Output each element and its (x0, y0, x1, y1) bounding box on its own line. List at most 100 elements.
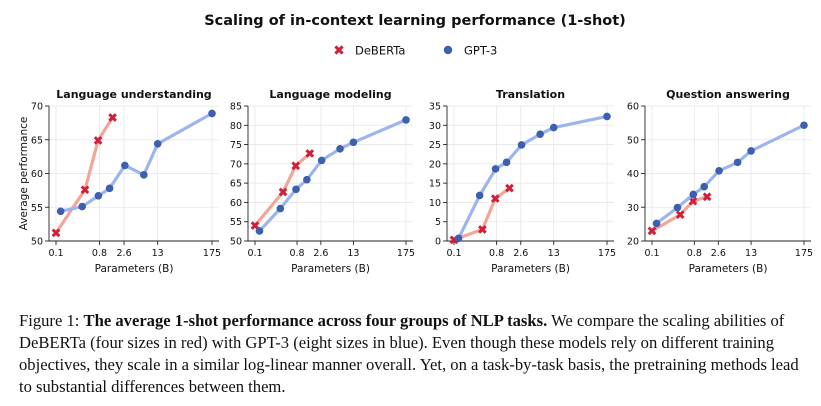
subplot-translation: 0 5 10 15 20 25 30 35 0.1 0.8 2.6 13 175 Translation P… (429, 88, 616, 275)
subplot-question-answering-series-deberta-point-1-stroke-b (675, 210, 685, 220)
subplot-question-answering-xtick-label-2: 2.6 (711, 248, 726, 259)
legend-item-deberta-marker (334, 45, 344, 55)
subplot-language-modeling-series-gpt-3-line (257, 118, 408, 233)
subplot-language-modeling-ytick-label-6: 80 (230, 121, 242, 132)
subplot-language-understanding-ylabel: Average performance (18, 117, 30, 231)
subplot-question-answering-series-gpt-3-point-4 (715, 167, 723, 175)
subplot-language-understanding-series-gpt-3-point-3 (105, 184, 114, 193)
subplot-language-modeling-series-gpt-3-point-0 (255, 227, 264, 235)
subplot-language-understanding-ytick-label-4: 70 (31, 102, 43, 113)
subplot-translation-xtick-label-3: 13 (548, 248, 560, 259)
subplot-question-answering-ytick-label-1: 30 (627, 203, 639, 214)
subplot-language-modeling-ytick-label-3: 65 (230, 179, 242, 190)
subplot-translation-series-gpt-3-point-0 (454, 234, 463, 243)
subplot-question-answering-xtick-label-1: 0.8 (687, 248, 702, 259)
subplot-question-answering-xtick-label-0: 0.1 (644, 248, 659, 259)
subplot-language-understanding-ytick-label-2: 60 (31, 169, 43, 180)
subplot-language-modeling-ytick-label-1: 55 (230, 217, 242, 228)
subplot-language-modeling-series-deberta-point-2 (291, 161, 301, 171)
subplot-question-answering-series-gpt-3-point-7 (800, 121, 808, 130)
subplot-language-understanding-series-deberta-point-0-stroke-b (51, 228, 61, 238)
subplot-translation-xlabel: Parameters (B) (491, 263, 570, 275)
subplot-language-modeling-series-deberta-point-1 (278, 187, 288, 197)
subplot-translation-ytick-label-6: 30 (429, 121, 441, 132)
subplot-language-understanding-series-gpt-3-point-7 (208, 109, 216, 118)
subplot-translation-series-gpt-3-point-2 (491, 165, 500, 173)
subplot-translation-series-deberta-point-2 (490, 194, 500, 203)
caption-text: We compare the scaling abilities of DeBE… (19, 311, 799, 396)
subplot-language-modeling-series-deberta-line (253, 151, 312, 228)
subplot-language-understanding-ytick-label-0: 50 (31, 237, 43, 248)
subplot-translation-series-deberta-point-2-stroke-b (490, 194, 500, 203)
subplot-question-answering: 20 30 40 50 60 0.1 0.8 2.6 13 175 Question answeri… (627, 88, 813, 275)
subplot-language-understanding-series-gpt-3-point-2 (94, 191, 103, 200)
subplot-language-modeling-ytick-label-0: 50 (230, 237, 242, 248)
figure-title: Scaling of in-context learning performan… (204, 13, 626, 29)
subplot-question-answering-series-deberta-point-3 (702, 192, 712, 202)
subplot-language-understanding-series-deberta-line (54, 115, 115, 235)
subplot-language-modeling-series-gpt-3-point-7 (402, 116, 410, 124)
subplot-language-understanding-xtick-label-0: 0.1 (48, 248, 63, 259)
subplot-translation-xtick-label-4: 175 (598, 248, 616, 259)
subplot-language-modeling-xtick-label-3: 13 (347, 248, 359, 259)
subplot-language-understanding-series-gpt-3-point-0 (56, 207, 65, 216)
subplot-question-answering-ytick-label-3: 50 (627, 135, 639, 146)
subplot-language-understanding-title: Language understanding (56, 88, 211, 101)
subplot-question-answering-series-deberta-point-0 (647, 226, 657, 236)
subplot-language-understanding-xtick-label-4: 175 (203, 248, 221, 259)
subplot-translation-ytick-label-7: 35 (429, 102, 441, 113)
subplot-translation-ytick-label-2: 10 (429, 198, 441, 209)
subplot-question-answering-series-gpt-3-point-2 (689, 190, 698, 199)
subplot-question-answering-series-deberta-point-0-stroke-b (647, 226, 657, 236)
subplot-translation-series-deberta-point-1 (478, 225, 487, 234)
subplot-translation-series-gpt-3-point-1 (475, 191, 484, 200)
subplot-translation-ytick-label-3: 15 (429, 179, 441, 190)
subplot-translation-series-gpt-3-line (457, 114, 609, 240)
subplot-language-understanding-series-deberta-point-1 (80, 185, 90, 195)
subplot-question-answering-xtick-label-4: 175 (795, 248, 813, 259)
subplot-translation-ytick-label-0: 0 (435, 237, 441, 248)
subplot-translation-title: Translation (496, 88, 565, 101)
subplot-language-modeling-ytick-label-5: 75 (230, 140, 242, 151)
subplot-language-understanding-xtick-label-3: 13 (152, 248, 164, 259)
subplot-question-answering-series-deberta-point-2-stroke-b (688, 196, 698, 206)
subplot-translation-series-gpt-3-point-7 (603, 112, 611, 121)
subplot-question-answering-title: Question answering (666, 88, 790, 101)
subplot-language-modeling-ytick-label-2: 60 (230, 198, 242, 209)
subplot-translation-xtick-label-0: 0.1 (446, 248, 461, 259)
subplot-language-understanding-series-deberta-point-3-stroke-b (108, 113, 117, 122)
subplot-language-modeling-series-deberta-point-3-stroke-b (305, 149, 315, 158)
subplot-language-understanding-series-deberta-point-0 (51, 228, 61, 238)
subplot-language-modeling-series-gpt-3-point-4 (317, 156, 326, 165)
subplot-language-understanding-series-gpt-3-point-6 (153, 140, 162, 148)
subplot-question-answering-series-gpt-3-point-1 (673, 203, 682, 212)
subplot-translation-ytick-label-5: 25 (429, 140, 441, 151)
legend-item-gpt-3-label: GPT-3 (464, 44, 497, 58)
subplot-question-answering-ytick-label-0: 20 (627, 237, 639, 248)
subplot-question-answering-ytick-label-4: 60 (627, 102, 639, 113)
subplot-translation-ytick-label-1: 5 (435, 217, 441, 228)
subplot-question-answering-xtick-label-3: 13 (745, 248, 757, 259)
subplot-translation-series-deberta-point-1-stroke-b (478, 225, 487, 234)
subplot-language-modeling-xtick-label-1: 0.8 (289, 248, 304, 259)
subplot-language-modeling-ytick-label-4: 70 (230, 159, 242, 170)
subplot-translation-series-gpt-3-point-6 (549, 123, 558, 132)
subplot-question-answering-xlabel: Parameters (B) (689, 263, 768, 275)
subplot-language-modeling-series-deberta-point-2-stroke-b (291, 161, 301, 171)
subplot-question-answering-series-deberta-point-1 (675, 210, 685, 220)
subplot-language-modeling-series-deberta-point-0-stroke-b (250, 221, 260, 230)
caption-label: Figure 1: (19, 311, 80, 330)
subplot-question-answering-series-gpt-3-point-6 (747, 147, 755, 155)
subplot-language-understanding-series-deberta-point-2-stroke-b (93, 136, 103, 145)
subplot-language-understanding-series-deberta-point-3 (108, 113, 117, 122)
subplot-translation-series-deberta-line (452, 186, 512, 242)
subplot-language-understanding-series-gpt-3-point-5 (140, 171, 148, 179)
subplot-question-answering-series-deberta-point-2 (688, 196, 698, 206)
subplot-translation-ytick-label-4: 20 (429, 159, 441, 170)
subplot-language-understanding-xtick-label-2: 2.6 (117, 248, 132, 259)
subplot-language-modeling: 50 55 60 65 70 75 80 85 0.1 0.8 2.6 13 175 Language m… (230, 88, 415, 275)
subplot-question-answering-series-gpt-3-point-0 (652, 219, 661, 228)
subplot-language-modeling-xlabel: Parameters (B) (291, 263, 370, 275)
subplot-translation-series-gpt-3-point-5 (536, 130, 544, 138)
